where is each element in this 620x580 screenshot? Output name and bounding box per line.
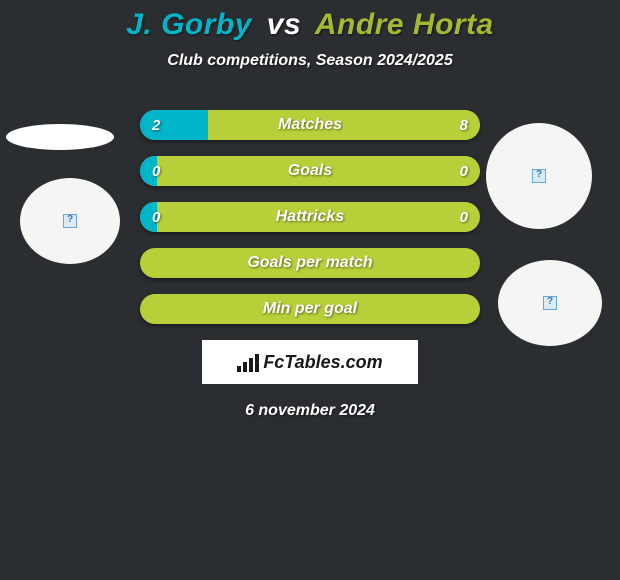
stat-bar: 00Hattricks: [140, 202, 480, 232]
logo-text: FcTables.com: [263, 352, 382, 373]
stat-bar: 28Matches: [140, 110, 480, 140]
decor-ellipse-left: [6, 124, 114, 150]
image-placeholder-icon: [63, 214, 77, 228]
player2-name: Andre Horta: [315, 8, 494, 41]
stat-bar: Min per goal: [140, 294, 480, 324]
logo-box: FcTables.com: [202, 340, 418, 384]
stat-label: Hattricks: [140, 202, 480, 232]
player2-photo-circle-2: [498, 260, 602, 346]
stat-bar-left-fill: [140, 202, 157, 232]
image-placeholder-icon: [543, 296, 557, 310]
stat-bar: 00Goals: [140, 156, 480, 186]
player1-photo-circle: [20, 178, 120, 264]
stat-label: Goals: [140, 156, 480, 186]
stat-bar: Goals per match: [140, 248, 480, 278]
vs-text: vs: [267, 8, 301, 41]
stat-bar-left-fill: [140, 156, 157, 186]
date-text: 6 november 2024: [0, 402, 620, 420]
subtitle: Club competitions, Season 2024/2025: [0, 52, 620, 70]
stat-label: Goals per match: [140, 248, 480, 278]
player2-photo-circle: [486, 123, 592, 229]
image-placeholder-icon: [532, 169, 546, 183]
stat-value-right: 0: [460, 202, 468, 232]
logo-chart-icon: [237, 352, 259, 372]
stat-label: Min per goal: [140, 294, 480, 324]
stat-bar-left-fill: [140, 110, 208, 140]
stat-value-right: 8: [460, 110, 468, 140]
player1-name: J. Gorby: [126, 8, 252, 41]
comparison-title: J. Gorby vs Andre Horta: [0, 0, 620, 42]
fctables-logo: FcTables.com: [237, 352, 382, 373]
stat-value-right: 0: [460, 156, 468, 186]
